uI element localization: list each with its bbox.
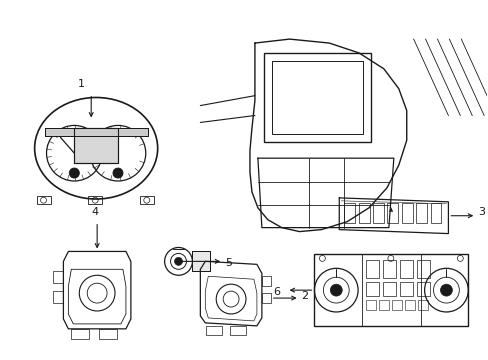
Bar bbox=[415, 203, 426, 223]
Bar bbox=[262, 293, 270, 303]
Bar bbox=[314, 255, 468, 326]
Circle shape bbox=[72, 171, 77, 176]
Bar bbox=[44, 129, 147, 136]
Bar bbox=[344, 203, 354, 223]
Circle shape bbox=[440, 284, 451, 296]
Bar bbox=[404, 300, 414, 310]
Circle shape bbox=[113, 168, 122, 178]
Text: 5: 5 bbox=[224, 258, 232, 268]
Bar bbox=[53, 271, 63, 283]
Text: 2: 2 bbox=[301, 291, 308, 301]
Circle shape bbox=[115, 171, 120, 176]
Bar bbox=[416, 282, 428, 296]
Bar bbox=[399, 260, 412, 278]
Bar bbox=[372, 203, 383, 223]
Bar bbox=[401, 203, 412, 223]
Bar bbox=[366, 282, 378, 296]
Text: 4: 4 bbox=[91, 207, 98, 217]
Bar bbox=[99, 329, 117, 339]
Text: ▲: ▲ bbox=[388, 208, 393, 213]
Circle shape bbox=[174, 257, 182, 265]
Bar bbox=[382, 260, 395, 278]
Ellipse shape bbox=[35, 98, 157, 199]
Bar bbox=[378, 300, 388, 310]
Bar bbox=[262, 276, 270, 286]
Bar bbox=[358, 203, 369, 223]
Bar bbox=[230, 326, 245, 335]
Bar bbox=[74, 129, 118, 163]
Text: 6: 6 bbox=[272, 287, 279, 297]
Circle shape bbox=[69, 168, 79, 178]
Bar bbox=[44, 129, 147, 136]
Bar bbox=[366, 300, 375, 310]
Bar bbox=[271, 61, 362, 134]
Bar bbox=[140, 196, 153, 204]
Text: 3: 3 bbox=[477, 207, 484, 217]
Bar bbox=[416, 260, 428, 278]
Bar bbox=[37, 196, 50, 204]
Bar bbox=[386, 203, 398, 223]
Bar bbox=[391, 300, 401, 310]
Text: 1: 1 bbox=[78, 79, 85, 89]
Bar bbox=[53, 291, 63, 303]
Bar bbox=[399, 282, 412, 296]
Bar bbox=[429, 203, 441, 223]
Bar bbox=[192, 251, 210, 271]
Bar bbox=[88, 196, 102, 204]
Bar bbox=[382, 282, 395, 296]
Circle shape bbox=[330, 284, 342, 296]
Bar bbox=[264, 53, 370, 142]
Bar bbox=[74, 129, 118, 163]
Bar bbox=[192, 251, 210, 271]
Bar bbox=[71, 329, 89, 339]
Bar bbox=[417, 300, 427, 310]
Bar bbox=[366, 260, 378, 278]
Bar bbox=[206, 326, 222, 335]
